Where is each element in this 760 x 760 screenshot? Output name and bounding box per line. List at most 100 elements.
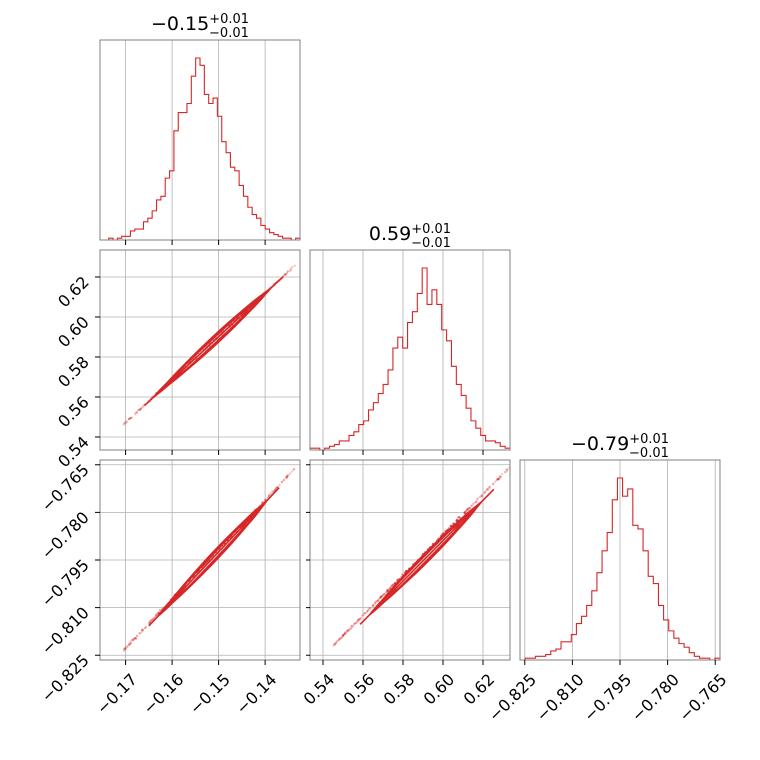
- scatter-point: [377, 599, 380, 603]
- scatter-point: [286, 271, 289, 274]
- scatter-point: [260, 500, 264, 504]
- scatter-point: [368, 606, 371, 610]
- scatter-point: [486, 487, 489, 490]
- scatter-point: [132, 638, 135, 642]
- scatter-point: [373, 602, 377, 605]
- scatter-point: [501, 473, 504, 476]
- scatter-point: [481, 493, 484, 496]
- scatter-point: [341, 633, 344, 636]
- scatter-point: [488, 487, 491, 490]
- scatter-point: [333, 642, 336, 645]
- scatter-point: [457, 516, 460, 519]
- scatter-panel-1: [95, 249, 301, 455]
- scatter-point: [338, 638, 341, 641]
- histogram-line: [309, 267, 511, 451]
- scatter-point: [122, 649, 126, 652]
- scatter-point: [130, 639, 133, 642]
- scatter-point: [140, 631, 143, 634]
- scatter-point: [480, 494, 483, 498]
- scatter-point: [494, 480, 497, 483]
- scatter-point: [157, 611, 160, 614]
- scatter-point: [346, 629, 349, 632]
- scatter-point: [285, 476, 288, 480]
- scatter-point: [129, 416, 133, 420]
- scatter-point: [128, 643, 131, 646]
- scatter-point: [155, 613, 158, 616]
- scatter-point: [153, 615, 157, 618]
- scatter-point: [350, 626, 353, 629]
- scatter-point: [286, 475, 289, 478]
- scatter-point: [150, 619, 153, 622]
- scatter-point: [354, 622, 357, 625]
- scatter-point: [343, 632, 346, 635]
- histogram-line: [520, 477, 721, 661]
- scatter-point: [128, 417, 132, 420]
- scatter-point: [366, 610, 369, 613]
- scatter-point: [367, 608, 370, 612]
- scatter-point: [363, 611, 366, 615]
- scatter-point: [496, 478, 499, 481]
- x-tick-label: −0.780: [628, 670, 683, 725]
- scatter-point: [346, 629, 349, 633]
- y-tick-label: −0.795: [38, 555, 93, 610]
- scatter-point: [337, 639, 340, 642]
- scatter-point: [488, 486, 491, 489]
- scatter-point: [480, 494, 483, 498]
- panel-title-1: −0.15+0.01 −0.01: [151, 12, 249, 41]
- scatter-point: [264, 498, 267, 501]
- scatter-point: [344, 632, 347, 635]
- scatter-point: [292, 468, 296, 471]
- scatter-point: [351, 625, 355, 628]
- scatter-point: [478, 496, 481, 499]
- panel-background: [100, 40, 300, 240]
- scatter-point: [474, 501, 478, 504]
- title-lower: −0.01: [209, 26, 249, 41]
- scatter-point: [140, 628, 144, 631]
- scatter-point: [288, 270, 292, 273]
- scatter-point: [342, 633, 345, 637]
- scatter-point: [127, 417, 131, 421]
- scatter-point: [286, 272, 289, 275]
- panel-frame: [99, 39, 301, 241]
- x-tick-label: −0.17: [93, 670, 141, 718]
- scatter-point: [274, 487, 278, 490]
- panel-background: [310, 250, 510, 450]
- scatter-point: [504, 471, 507, 474]
- scatter-point: [286, 474, 289, 477]
- scatter-point: [286, 475, 289, 478]
- scatter-point: [372, 604, 375, 607]
- scatter-point: [123, 647, 126, 651]
- scatter-point: [144, 626, 147, 629]
- scatter-point: [466, 507, 469, 511]
- scatter-point: [498, 476, 502, 479]
- scatter-point: [488, 485, 491, 488]
- scatter-point: [134, 636, 137, 640]
- density-contours: [359, 488, 495, 625]
- scatter-point: [289, 472, 292, 475]
- scatter-point: [128, 643, 131, 647]
- scatter-point: [377, 599, 380, 602]
- x-tick-label: −0.14: [232, 670, 280, 718]
- scatter-point: [123, 647, 126, 650]
- scatter-point: [506, 468, 509, 471]
- scatter-point: [141, 629, 144, 632]
- scatter-point: [486, 488, 489, 491]
- scatter-point: [497, 478, 500, 481]
- scatter-point: [150, 619, 153, 622]
- scatter-point: [346, 630, 349, 633]
- title-value: −0.79: [571, 433, 629, 455]
- scatter-point: [149, 619, 152, 622]
- scatter-point: [341, 634, 345, 637]
- scatter-point: [463, 511, 466, 514]
- scatter-point: [285, 475, 288, 478]
- scatter-point: [371, 604, 374, 608]
- scatter-point: [275, 486, 278, 489]
- scatter-point: [483, 491, 487, 494]
- scatter-point: [135, 411, 139, 414]
- scatter-point: [335, 641, 338, 644]
- scatter-point: [132, 639, 135, 642]
- scatter-point: [128, 417, 131, 420]
- scatter-point: [376, 599, 379, 602]
- scatter-point: [369, 607, 372, 610]
- scatter-point: [357, 618, 360, 621]
